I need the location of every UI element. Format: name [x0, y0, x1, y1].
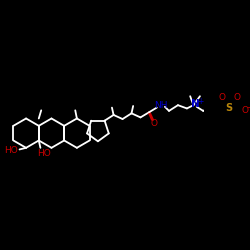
- Text: S: S: [226, 104, 233, 114]
- Text: +: +: [197, 96, 203, 106]
- Text: N: N: [191, 99, 200, 109]
- Text: O: O: [241, 106, 248, 114]
- Text: −: −: [246, 103, 250, 112]
- Text: HO: HO: [37, 149, 51, 158]
- Text: HO: HO: [4, 146, 18, 155]
- Text: NH: NH: [154, 102, 168, 110]
- Text: O: O: [218, 92, 226, 102]
- Text: O: O: [150, 120, 157, 128]
- Text: O: O: [234, 92, 241, 102]
